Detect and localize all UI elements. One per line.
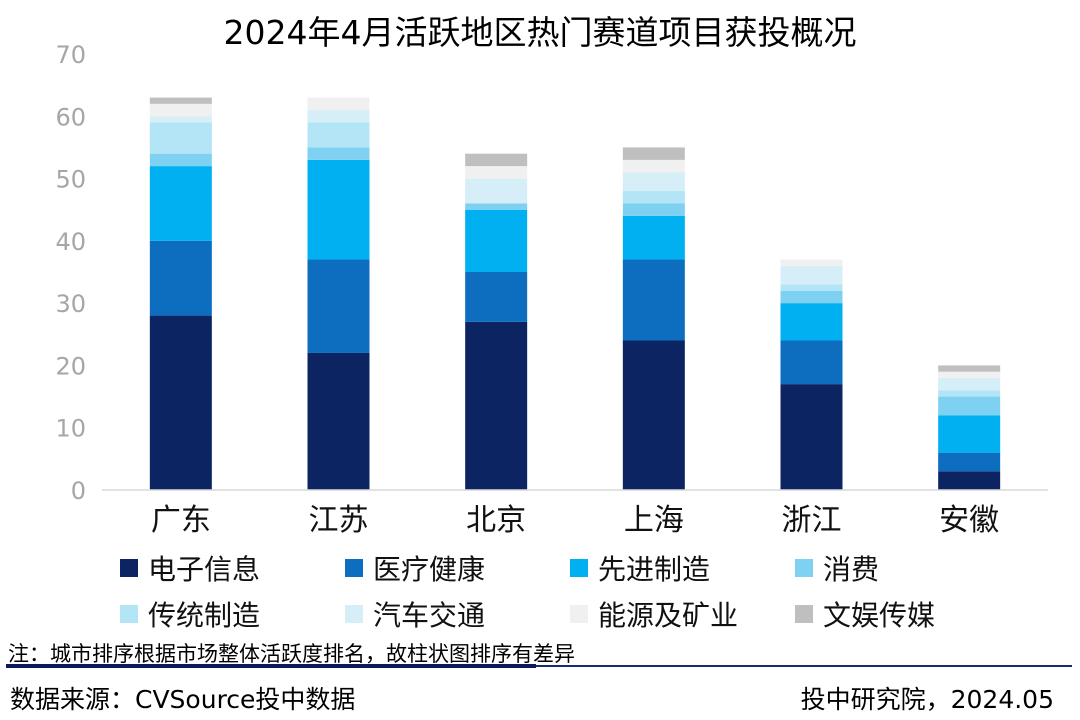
stacked-bar-chart: 0 10 20 30 40 50 60 70 广东 江苏 北京 上海 浙江 安徽 [55, 41, 1048, 538]
legend-swatch [120, 605, 138, 623]
bar-segment-安徽-先进制造 [938, 415, 1001, 453]
bar-segment-广东-先进制造 [149, 166, 212, 241]
y-tick-label: 20 [55, 352, 86, 380]
bar-segment-安徽-医疗健康 [938, 452, 1001, 472]
bar-segment-北京-文娱传媒 [465, 153, 528, 167]
legend-swatch [345, 605, 363, 623]
bar-segment-广东-汽车交通 [149, 116, 212, 123]
bar-segment-上海-文娱传媒 [622, 147, 685, 160]
legend-label: 先进制造 [598, 553, 711, 586]
bar-segment-浙江-汽车交通 [780, 265, 843, 285]
bar-segment-浙江-能源及矿业 [780, 259, 843, 266]
legend-swatch [570, 559, 588, 577]
chart-title: 2024年4月活跃地区热门赛道项目获投概况 [223, 13, 857, 52]
bar-segment-广东-传统制造 [149, 122, 212, 154]
bar-segment-安徽-消费 [938, 396, 1001, 416]
legend-item: 文娱传媒 [795, 594, 935, 634]
bar-segment-浙江-传统制造 [780, 284, 843, 291]
bar-segment-北京-医疗健康 [465, 272, 528, 322]
bar-segment-浙江-医疗健康 [780, 340, 843, 385]
bar-segment-广东-电子信息 [149, 315, 212, 490]
bar-segment-北京-消费 [465, 203, 528, 210]
legend-item: 汽车交通 [345, 594, 485, 634]
bar-segment-江苏-先进制造 [307, 159, 370, 260]
legend-swatch [345, 559, 363, 577]
legend-label: 汽车交通 [373, 599, 486, 632]
legend-item: 电子信息 [120, 548, 260, 588]
x-tick-label: 江苏 [309, 503, 369, 538]
bar-segment-浙江-消费 [780, 290, 843, 304]
bar-segment-上海-能源及矿业 [622, 159, 685, 173]
x-tick-label: 浙江 [782, 503, 842, 538]
footer-divider-accent [6, 664, 536, 668]
bar-segment-上海-电子信息 [622, 340, 685, 490]
bar-segment-广东-消费 [149, 153, 212, 167]
bar-segment-安徽-文娱传媒 [938, 365, 1001, 372]
bar-segment-浙江-电子信息 [780, 384, 843, 490]
data-source: 数据来源：CVSource投中数据 [10, 685, 356, 714]
y-tick-label: 60 [55, 103, 86, 131]
y-tick-label: 0 [71, 477, 86, 505]
bar-segment-北京-先进制造 [465, 209, 528, 272]
footer-divider [536, 665, 1072, 667]
bar-segment-上海-医疗健康 [622, 259, 685, 341]
bar-segment-上海-先进制造 [622, 215, 685, 260]
legend-item: 能源及矿业 [570, 594, 738, 634]
legend-swatch [570, 605, 588, 623]
bar-segment-江苏-消费 [307, 147, 370, 160]
legend-label: 消费 [823, 553, 880, 586]
legend-swatch [795, 559, 813, 577]
legend-item: 先进制造 [570, 548, 710, 588]
bar-segment-上海-传统制造 [622, 191, 685, 204]
footnote: 注：城市排序根据市场整体活跃度排名，故柱状图排序有差异 [8, 642, 575, 666]
bar-segment-广东-文娱传媒 [149, 97, 212, 104]
legend-label: 医疗健康 [373, 553, 486, 586]
bar-segment-北京-能源及矿业 [465, 166, 528, 179]
y-tick-label: 40 [55, 228, 86, 256]
bar-segment-浙江-先进制造 [780, 303, 843, 341]
bar-segment-江苏-医疗健康 [307, 259, 370, 353]
y-tick-label: 50 [55, 166, 86, 194]
bar-segment-广东-能源及矿业 [149, 103, 212, 117]
bar-segment-安徽-传统制造 [938, 390, 1001, 397]
legend-label: 传统制造 [148, 599, 261, 632]
y-tick-label: 30 [55, 290, 86, 318]
y-tick-label: 10 [55, 415, 86, 443]
bar-segment-江苏-能源及矿业 [307, 97, 370, 111]
bar-segment-江苏-传统制造 [307, 122, 370, 148]
bar-segment-上海-消费 [622, 203, 685, 216]
bar-segment-安徽-汽车交通 [938, 377, 1001, 391]
x-tick-label: 广东 [151, 503, 211, 538]
legend-item: 医疗健康 [345, 548, 485, 588]
bar-segment-北京-电子信息 [465, 321, 528, 490]
y-tick-label: 70 [55, 41, 86, 69]
bar-segment-安徽-能源及矿业 [938, 371, 1001, 378]
legend-item: 传统制造 [120, 594, 260, 634]
bar-segment-广东-医疗健康 [149, 240, 212, 316]
x-tick-label: 上海 [624, 503, 684, 538]
x-tick-label: 北京 [466, 503, 526, 538]
legend-label: 文娱传媒 [823, 599, 936, 632]
legend-item: 消费 [795, 548, 879, 588]
bar-segment-北京-汽车交通 [465, 178, 528, 204]
bar-segment-安徽-电子信息 [938, 471, 1001, 490]
bar-segment-江苏-汽车交通 [307, 110, 370, 123]
legend-label: 能源及矿业 [598, 599, 739, 632]
legend-label: 电子信息 [148, 553, 261, 586]
legend-swatch [795, 605, 813, 623]
bar-segment-江苏-电子信息 [307, 352, 370, 490]
legend-swatch [120, 559, 138, 577]
x-tick-label: 安徽 [939, 503, 999, 538]
publisher-credit: 投中研究院，2024.05 [800, 685, 1054, 714]
bar-segment-上海-汽车交通 [622, 172, 685, 192]
